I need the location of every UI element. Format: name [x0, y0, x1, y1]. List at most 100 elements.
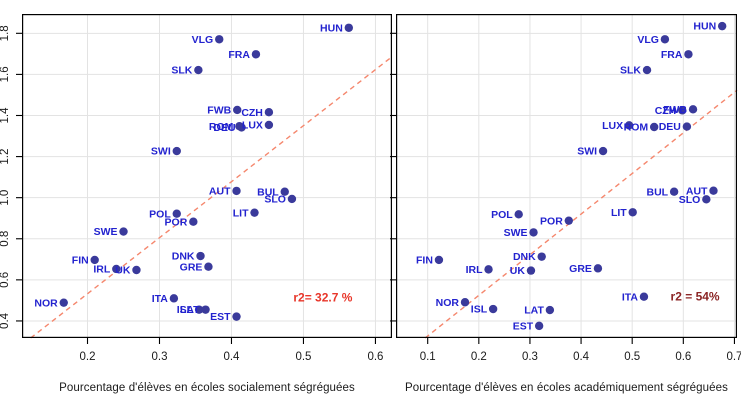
r2-annotation: r2= 32.7 %: [293, 290, 352, 304]
data-point-label-uk: UK: [510, 265, 526, 277]
data-point-isl: [194, 305, 204, 314]
data-point-irl: [112, 264, 121, 274]
data-point-label-ita: ITA: [152, 293, 169, 305]
data-point-irl: [484, 265, 493, 274]
data-point-deu: [237, 123, 246, 132]
data-point-label-hun: HUN: [320, 22, 343, 34]
data-point-est: [534, 321, 544, 331]
data-point-uk: [526, 266, 536, 275]
data-point-label-swe: SWE: [94, 226, 118, 238]
data-point-czh: [264, 108, 274, 117]
x-axis-title-social: Pourcentage d'élèves en écoles socialeme…: [59, 382, 355, 394]
data-point-label-slk: SLK: [620, 65, 641, 77]
data-point-label-vlg: VLG: [192, 34, 214, 46]
scatter-plot-social: 0.2 0.3 0.4 0.5 0.6 0.4 0.6 0.8 1.0 1.2 1.4 1.6 1.8 H…: [0, 14, 393, 363]
data-point-label-czh: CZH: [655, 105, 677, 117]
data-point-label-gre: GRE: [569, 263, 592, 275]
y-tick-label: 0.8: [0, 231, 11, 247]
data-point-lit: [250, 208, 259, 217]
y-tick-label: 1.2: [0, 149, 11, 165]
r2-annotation: r2 = 54%: [671, 290, 720, 304]
y-tick-label: 0.4: [0, 312, 11, 329]
data-point-fin: [90, 255, 99, 265]
data-point-isl: [488, 304, 498, 314]
data-point-label-uk: UK: [115, 265, 131, 277]
data-point-nor: [59, 298, 68, 307]
data-point-label-fra: FRA: [661, 49, 683, 61]
data-point-label-lit: LIT: [611, 207, 627, 219]
data-point-slk: [642, 65, 652, 75]
data-point-label-slk: SLK: [171, 65, 192, 77]
data-point-label-lux: LUX: [242, 120, 263, 132]
data-point-label-swi: SWI: [151, 146, 171, 158]
data-point-fra: [251, 50, 261, 59]
x-tick-label: 0.2: [80, 351, 96, 363]
scatter-plot-academic: 0.1 0.2 0.3 0.4 0.5 0.6 0.7 HUN VLG FRA SLK CZH FWB L…: [390, 14, 741, 363]
data-point-label-dnk: DNK: [172, 251, 195, 263]
data-point-por: [189, 217, 198, 226]
data-point-label-irl: IRL: [93, 264, 111, 276]
data-point-label-fwb: FWB: [663, 104, 687, 116]
x-tick-label: 0.2: [471, 351, 487, 363]
data-point-vlg: [660, 35, 670, 44]
scatter-plot-social-canvas: 0.2 0.3 0.4 0.5 0.6 0.4 0.6 0.8 1.0 1.2 1.4 1.6 1.8 H…: [0, 14, 393, 363]
data-point-lat: [545, 305, 555, 315]
data-point-bul: [669, 187, 679, 196]
data-point-dnk: [196, 251, 205, 261]
data-point-lux: [264, 120, 274, 130]
data-point-nor: [460, 298, 470, 307]
data-point-label-irl: IRL: [466, 264, 484, 276]
data-point-label-bul: BUL: [647, 186, 669, 198]
data-point-label-lit: LIT: [233, 207, 249, 219]
data-point-label-pol: POL: [491, 209, 513, 221]
data-point-deu: [682, 122, 692, 131]
plot-border: [22, 14, 392, 338]
x-tick-label: 0.6: [675, 351, 691, 363]
data-point-bul: [280, 187, 289, 196]
data-point-label-deu: DEU: [213, 122, 235, 134]
data-point-label-fra: FRA: [228, 49, 250, 61]
data-point-label-isl: ISL: [177, 304, 194, 316]
x-tick-label: 0.4: [573, 351, 590, 363]
data-point-fwb: [233, 105, 242, 115]
data-point-czh: [678, 106, 687, 115]
data-point-slo: [287, 194, 297, 204]
x-tick-label: 0.3: [522, 351, 538, 363]
data-point-label-rom: ROM: [624, 122, 649, 134]
x-tick-label: 0.7: [726, 351, 741, 363]
data-point-label-lat: LAT: [524, 305, 544, 317]
data-point-label-slo: SLO: [264, 194, 286, 206]
data-point-gre: [204, 262, 213, 271]
data-point-label-isl: ISL: [471, 304, 488, 316]
data-point-label-pol: POL: [149, 208, 171, 220]
data-point-label-swi: SWI: [577, 146, 597, 158]
data-point-swe: [529, 228, 538, 237]
data-point-label-est: EST: [210, 311, 231, 323]
x-axis-title-academic: Pourcentage d'élèves en écoles académiqu…: [405, 382, 728, 394]
y-tick-label: 1.4: [0, 107, 11, 124]
data-point-lit: [628, 208, 637, 217]
data-point-label-bul: BUL: [257, 186, 279, 198]
data-point-gre: [593, 264, 603, 273]
data-point-vlg: [215, 35, 224, 44]
data-point-label-est: EST: [513, 320, 534, 332]
data-point-label-czh: CZH: [241, 107, 263, 119]
data-point-dnk: [537, 252, 546, 261]
y-tick-label: 1.0: [0, 190, 11, 206]
trend-dashed-line: [424, 89, 738, 339]
data-point-label-por: POR: [540, 215, 563, 227]
data-point-label-aut: AUT: [209, 185, 231, 197]
data-point-est: [232, 312, 241, 321]
data-point-label-nor: NOR: [34, 297, 58, 309]
data-point-label-lat: LAT: [180, 304, 200, 316]
x-tick-label: 0.1: [420, 351, 436, 363]
data-point-label-gre: GRE: [180, 261, 203, 273]
data-point-label-rom: ROM: [209, 121, 234, 133]
data-point-swi: [598, 146, 608, 156]
y-tick-label: 0.6: [0, 272, 11, 288]
data-point-label-fin: FIN: [416, 255, 433, 267]
data-point-label-lux: LUX: [602, 120, 623, 132]
data-point-uk: [132, 265, 141, 275]
data-point-hun: [717, 21, 727, 31]
